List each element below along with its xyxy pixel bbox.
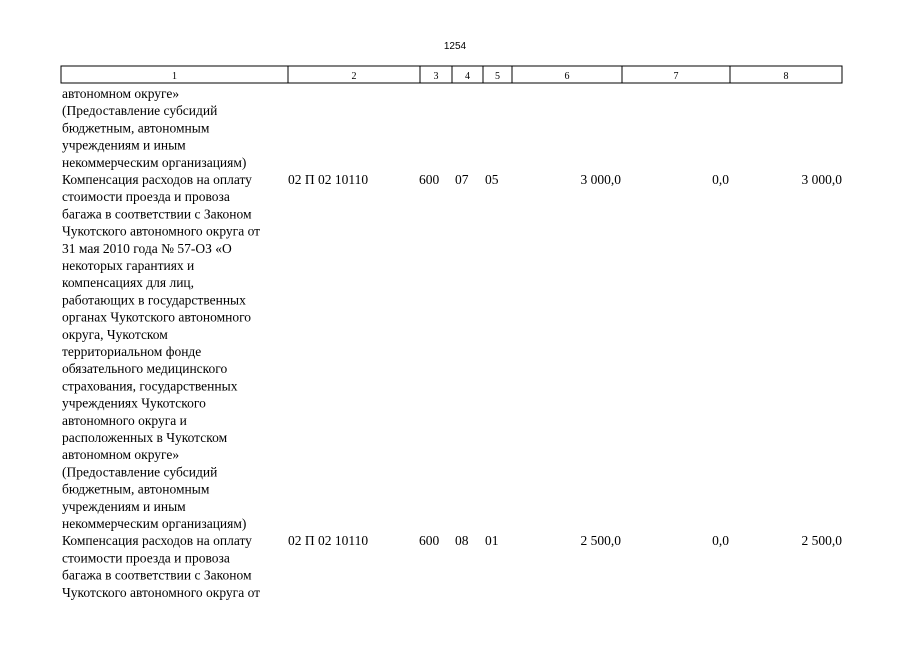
row-name-line: багажа в соответствии с Законом	[62, 568, 252, 583]
header-cell: 2	[352, 71, 357, 82]
header-cell: 5	[495, 71, 500, 82]
row-cell: 3 000,0	[802, 172, 843, 187]
header-cell: 7	[674, 71, 679, 82]
row-name-line: Компенсация расходов на оплату	[62, 533, 252, 548]
row-name-line: некоммерческим организациям)	[62, 516, 246, 531]
row-name-line: Компенсация расходов на оплату	[62, 172, 252, 187]
row-name-line: органах Чукотского автономного	[62, 310, 251, 325]
row-name-line: (Предоставление субсидий	[62, 103, 217, 118]
row-name-line: Чукотского автономного округа от	[62, 585, 260, 600]
header-cell: 1	[172, 71, 177, 82]
row-name-line: учреждениям и иным	[62, 138, 186, 153]
row-cell: 08	[455, 533, 469, 548]
row-name-line: автономном округе»	[62, 447, 179, 462]
header-cell: 3	[434, 71, 439, 82]
row-name-line: стоимости проезда и провоза	[62, 189, 230, 204]
header-cell: 4	[465, 71, 470, 82]
row-name-line: Чукотского автономного округа от	[62, 224, 260, 239]
row-name-line: работающих в государственных	[62, 292, 246, 307]
row-cell: 0,0	[712, 533, 729, 548]
row-name-line: учреждениях Чукотского	[62, 396, 206, 411]
row-name-line: автономном округе»	[62, 86, 179, 101]
row-name-line: бюджетным, автономным	[62, 120, 210, 135]
row-name-line: (Предоставление субсидий	[62, 464, 217, 479]
header-cell: 6	[565, 71, 570, 82]
row-cell: 02 П 02 10110	[288, 533, 368, 548]
row-name-line: автономного округа и	[62, 413, 187, 428]
row-cell: 07	[455, 172, 469, 187]
row-cell: 3 000,0	[581, 172, 622, 187]
row-name-line: багажа в соответствии с Законом	[62, 206, 252, 221]
row-name-line: обязательного медицинского	[62, 361, 227, 376]
row-cell: 05	[485, 172, 499, 187]
row-name-line: округа, Чукотском	[62, 327, 168, 342]
row-name-line: территориальном фонде	[62, 344, 201, 359]
row-name-line: стоимости проезда и провоза	[62, 550, 230, 565]
row-name-line: бюджетным, автономным	[62, 482, 210, 497]
row-cell: 2 500,0	[581, 533, 622, 548]
row-cell: 0,0	[712, 172, 729, 187]
row-cell: 600	[419, 533, 440, 548]
page-number: 1254	[444, 41, 467, 52]
row-name-line: некоммерческим организациям)	[62, 155, 246, 170]
row-name-line: компенсациях для лиц,	[62, 275, 194, 290]
row-cell: 2 500,0	[802, 533, 843, 548]
row-name-line: 31 мая 2010 года № 57-ОЗ «О	[62, 241, 232, 256]
row-cell: 600	[419, 172, 440, 187]
row-name-line: расположенных в Чукотском	[62, 430, 228, 445]
row-name-line: учреждениям и иным	[62, 499, 186, 514]
row-cell: 01	[485, 533, 499, 548]
row-name-line: страхования, государственных	[62, 378, 238, 393]
header-cell: 8	[784, 71, 789, 82]
row-name-line: некоторых гарантиях и	[62, 258, 194, 273]
row-cell: 02 П 02 10110	[288, 172, 368, 187]
